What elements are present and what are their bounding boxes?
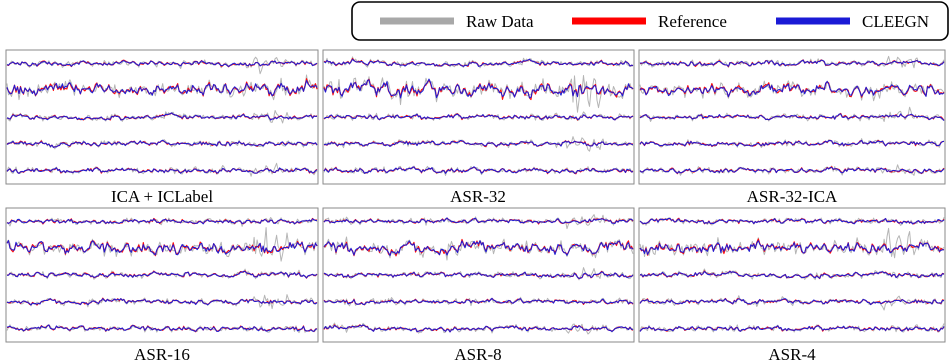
cleegn-trace: [6, 298, 318, 306]
panel-asr-8: ASR-8: [322, 207, 635, 364]
panel-traces: [6, 217, 318, 334]
cleegn-trace: [640, 270, 945, 279]
cleegn-trace: [323, 324, 634, 333]
cleegn-trace: [323, 139, 634, 147]
panel-title: ASR-8: [454, 345, 501, 364]
panel-asr-4: ASR-4: [638, 207, 946, 364]
panel-title: ASR-32-ICA: [747, 187, 838, 206]
cleegn-trace: [6, 139, 318, 148]
cleegn-trace: [639, 325, 945, 332]
legend: Raw Data Reference CLEEGN: [351, 1, 949, 41]
raw-data-trace: [323, 322, 634, 335]
raw-data-trace: [639, 80, 945, 102]
cleegn-trace: [639, 166, 945, 174]
cleegn-trace: [6, 79, 318, 97]
cleegn-trace: [6, 218, 318, 225]
cleegn-trace: [6, 270, 318, 279]
panel-traces: [323, 56, 634, 176]
cleegn-trace: [639, 298, 945, 306]
cleegn-trace: [639, 139, 945, 147]
panel-ica-iclabel: ICA + ICLabel: [5, 49, 319, 206]
panel-asr-16: ASR-16: [5, 207, 319, 364]
legend-label-reference: Reference: [658, 12, 727, 31]
panel-title: ASR-32: [450, 187, 506, 206]
cleegn-trace: [323, 240, 634, 257]
panel-asr-32-ica: ASR-32-ICA: [638, 49, 946, 206]
cleegn-trace: [323, 271, 634, 279]
panel-traces: [6, 56, 318, 177]
legend-label-cleegn: CLEEGN: [862, 12, 929, 31]
cleegn-trace: [323, 58, 634, 67]
cleegn-trace: [639, 59, 945, 67]
cleegn-trace: [323, 297, 634, 306]
cleegn-trace: [639, 240, 945, 255]
legend-label-raw-data: Raw Data: [466, 12, 534, 31]
panel-traces: [639, 55, 945, 176]
cleegn-trace: [323, 113, 634, 121]
raw-data-trace: [323, 136, 634, 152]
legend-box: [351, 1, 949, 41]
panel-title: ASR-4: [768, 345, 816, 364]
panel-traces: [639, 217, 945, 333]
cleegn-trace: [323, 78, 634, 99]
panel-title: ICA + ICLabel: [111, 187, 213, 206]
panel-asr-32: ASR-32: [322, 49, 635, 206]
raw-data-trace: [639, 106, 945, 122]
cleegn-trace: [639, 80, 945, 98]
cleegn-trace: [639, 113, 945, 121]
cleegn-trace: [6, 59, 318, 68]
panel-title: ASR-16: [134, 345, 190, 364]
cleegn-trace: [6, 112, 318, 121]
raw-data-trace: [6, 217, 318, 227]
cleegn-trace: [6, 240, 318, 256]
panel-traces: [323, 214, 634, 335]
cleegn-trace: [639, 217, 945, 225]
cleegn-trace: [323, 217, 634, 224]
cleegn-trace: [323, 166, 633, 174]
cleegn-trace: [6, 167, 318, 174]
cleegn-trace: [6, 324, 318, 332]
